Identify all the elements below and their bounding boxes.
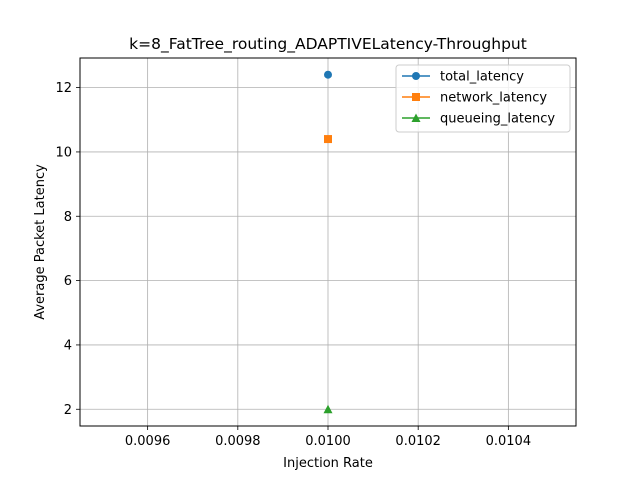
legend-marker-network_latency — [412, 93, 420, 101]
x-tick-label: 0.0098 — [215, 434, 261, 449]
y-tick-label: 4 — [64, 338, 72, 353]
legend-label-queueing_latency: queueing_latency — [440, 112, 555, 127]
plot-area-frame — [79, 57, 577, 427]
network_latency-point — [324, 135, 332, 144]
y-tick-label: 6 — [64, 274, 72, 289]
y-axis-ticks: 2 4 6 8 10 12 — [55, 81, 80, 418]
x-tick-label: 0.0102 — [395, 434, 441, 449]
legend-frame — [395, 64, 571, 133]
x-axis-ticks: 0.0096 0.0098 0.0100 0.0102 0.0104 — [125, 426, 531, 449]
legend: total_latency network_latency queueing_lat… — [395, 64, 571, 133]
y-tick-label: 12 — [55, 81, 72, 96]
queueing_latency-point — [323, 404, 333, 414]
y-tick-label: 10 — [55, 145, 72, 160]
legend-label-total_latency: total_latency — [440, 70, 524, 85]
chart-title: k=8_FatTree_routing_ADAPTIVELatency-Thro… — [129, 35, 527, 54]
y-tick-label: 2 — [64, 403, 72, 418]
x-tick-label: 0.0104 — [486, 434, 532, 449]
total_latency-point — [324, 70, 332, 79]
y-axis-label: Average Packet Latency — [33, 164, 48, 320]
x-tick-label: 0.0100 — [305, 434, 351, 449]
x-axis-label: Injection Rate — [283, 456, 373, 471]
data-points — [323, 70, 333, 414]
legend-marker-queueing_latency — [411, 113, 421, 122]
legend-marker-total_latency — [412, 72, 420, 80]
legend-label-network_latency: network_latency — [440, 91, 547, 106]
y-tick-label: 8 — [64, 210, 72, 225]
x-tick-label: 0.0096 — [125, 434, 171, 449]
